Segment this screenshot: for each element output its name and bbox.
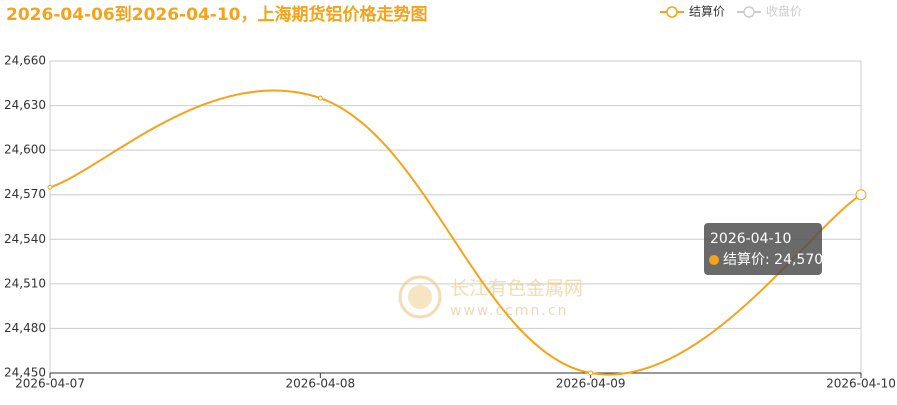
tooltip-text: 结算价: 24,570	[723, 252, 823, 268]
tooltip-title: 2026-04-10	[710, 231, 791, 247]
legend-icon	[743, 6, 755, 18]
watermark: 长江有色金属网 www.ccmn.cn	[398, 275, 583, 319]
x-tick-label: 2026-04-07	[15, 377, 85, 391]
y-tick-label: 24,600	[4, 143, 46, 157]
y-tick-label: 24,630	[4, 98, 46, 112]
y-tick-label: 24,570	[4, 187, 46, 201]
y-tick-label: 24,540	[4, 232, 46, 246]
legend-icon	[666, 6, 678, 18]
data-point	[47, 184, 53, 190]
x-tick-label: 2026-04-10	[826, 377, 896, 391]
legend-label: 收盘价	[766, 4, 802, 19]
watermark-text: 长江有色金属网	[450, 278, 583, 300]
watermark-logo	[408, 285, 432, 309]
watermark-url: www.ccmn.cn	[450, 303, 568, 319]
data-point	[855, 189, 867, 201]
series-line	[49, 89, 862, 376]
tooltip-dot	[709, 255, 719, 265]
y-tick-label: 24,510	[4, 276, 46, 290]
legend-label: 结算价	[689, 4, 725, 19]
x-tick-label: 2026-04-09	[556, 377, 626, 391]
data-point	[317, 95, 323, 101]
tooltip-box	[704, 223, 822, 275]
watermark-logo	[398, 275, 442, 319]
x-tick-label: 2026-04-08	[285, 377, 355, 391]
data-point	[588, 370, 594, 376]
tooltip: 2026-04-10 结算价: 24,570	[704, 223, 823, 275]
y-tick-label: 24,450	[4, 366, 46, 380]
y-tick-label: 24,660	[4, 54, 46, 68]
y-tick-label: 24,480	[4, 321, 46, 335]
chart-title: 2026-04-06到2026-04-10，上海期货铝价格走势图	[6, 4, 427, 25]
